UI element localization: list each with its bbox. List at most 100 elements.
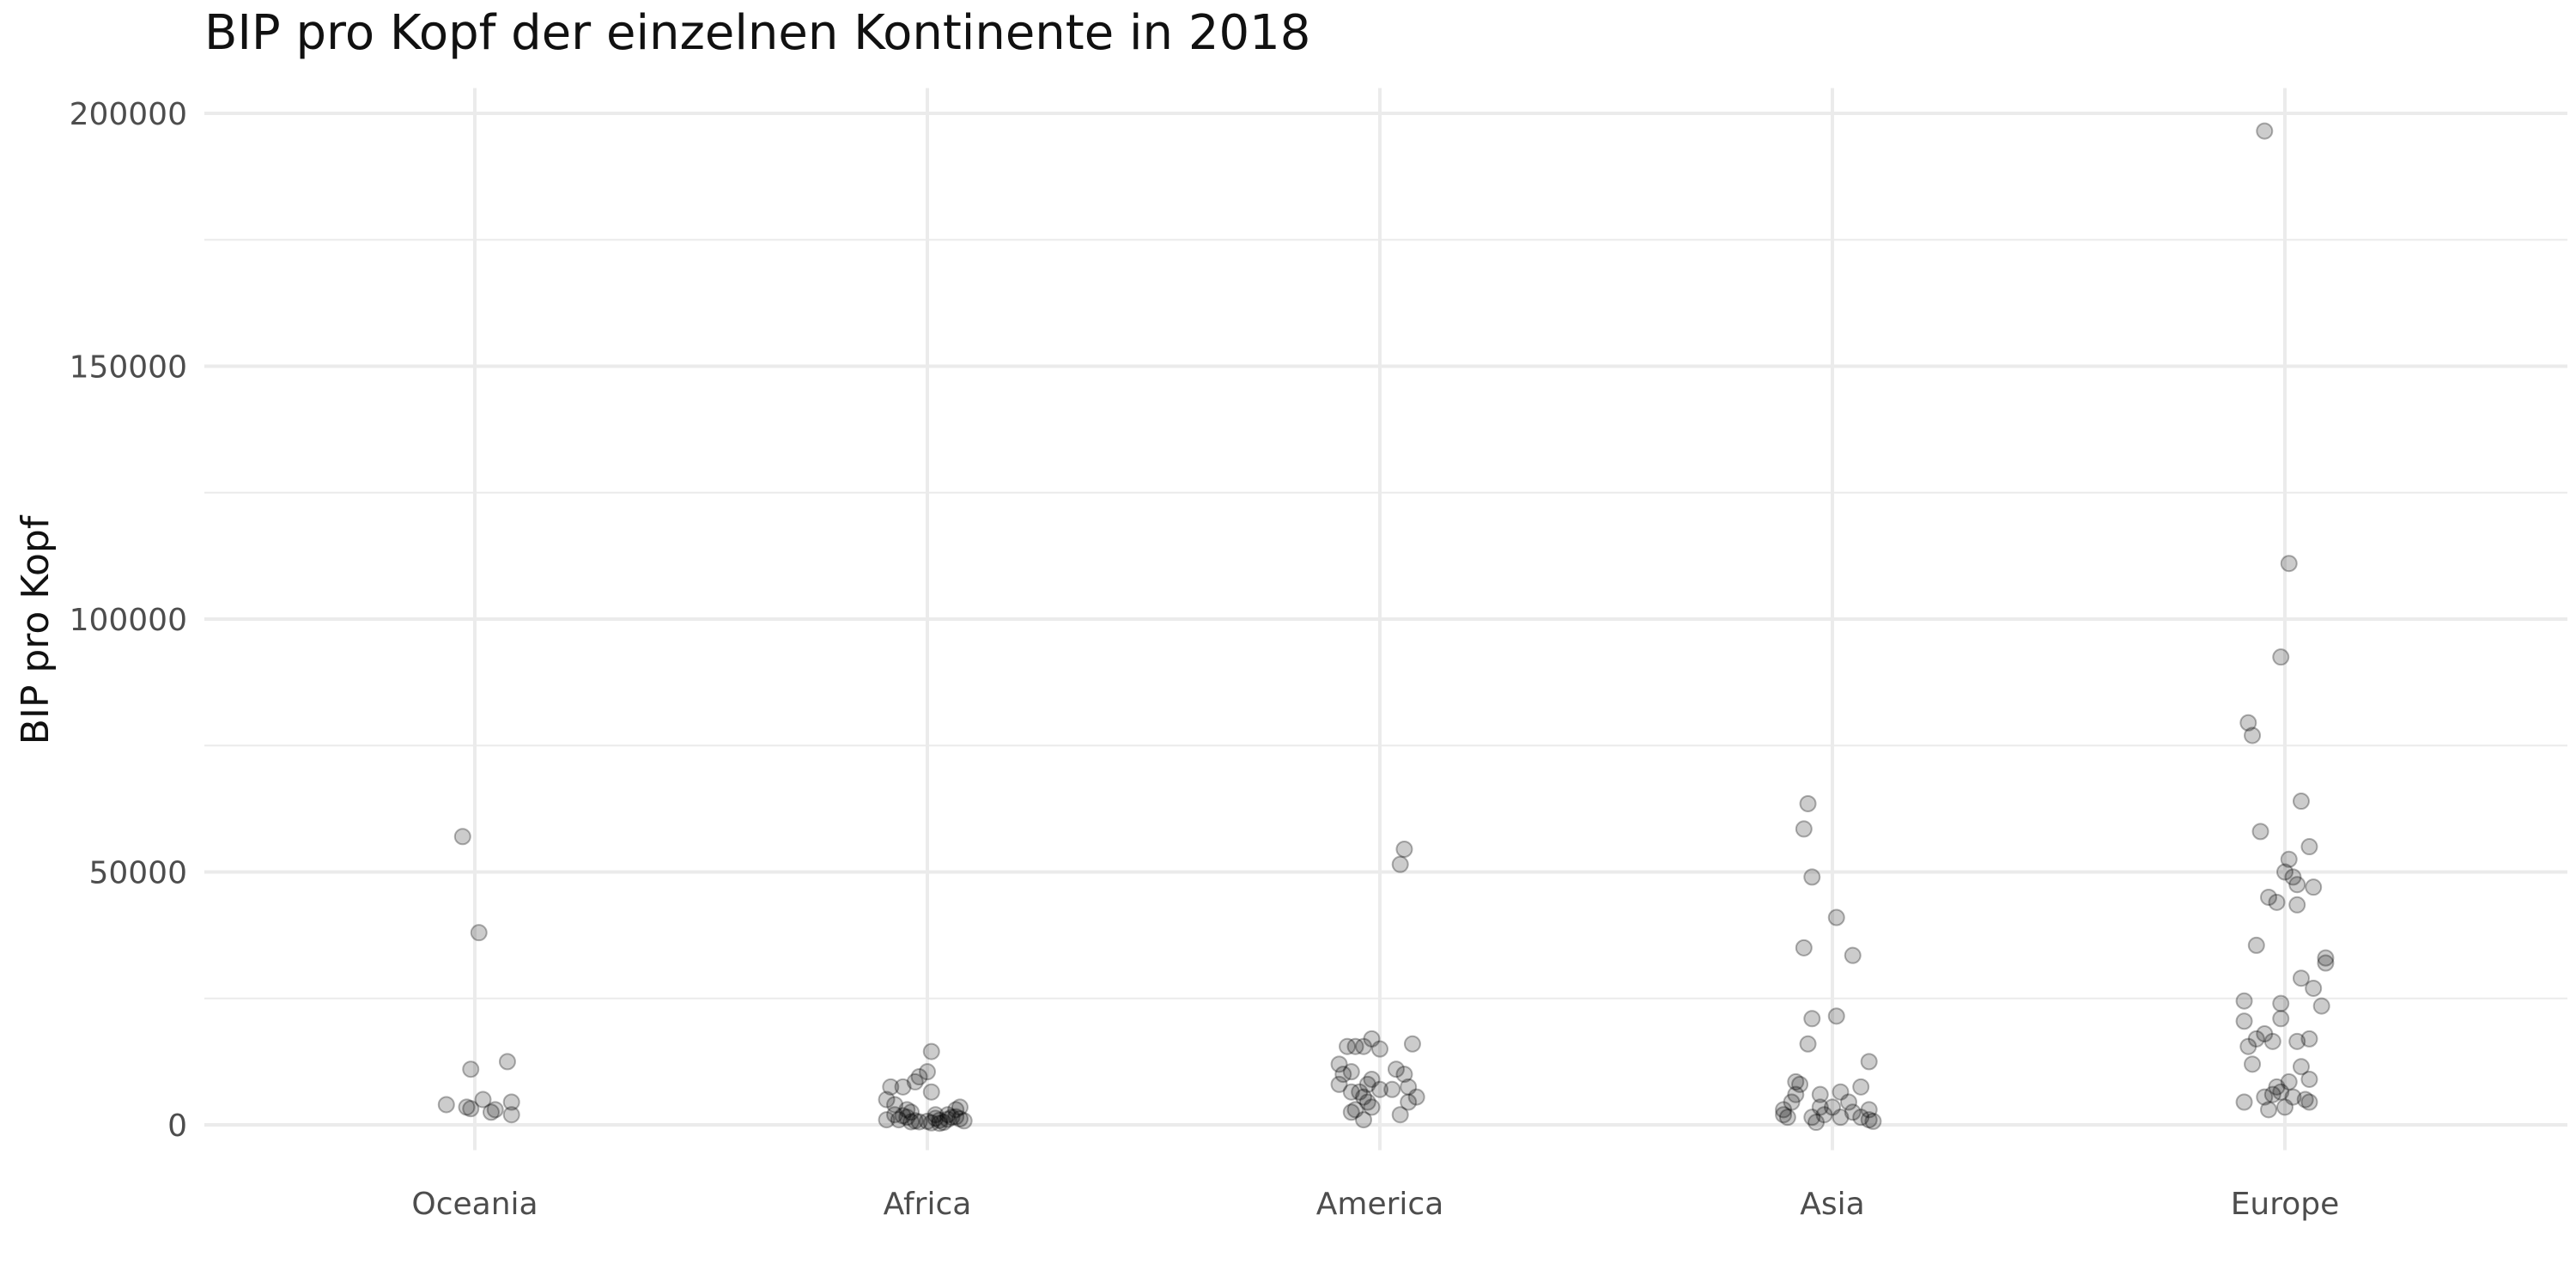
data-point-europe (2272, 648, 2290, 666)
data-point-america (1346, 1101, 1364, 1119)
data-point-america (1400, 1093, 1418, 1111)
data-point-america (1391, 855, 1409, 873)
data-point-asia (1803, 868, 1821, 886)
data-point-africa (931, 1111, 949, 1129)
data-point-europe (2244, 726, 2262, 744)
data-point-europe (2235, 1012, 2253, 1030)
data-point-asia (1799, 794, 1817, 812)
data-point-europe (2272, 1083, 2290, 1101)
data-point-africa (898, 1109, 916, 1127)
data-point-africa (906, 1072, 924, 1091)
x-tick-label: Asia (1800, 1187, 1864, 1222)
data-point-europe (2317, 954, 2335, 972)
data-point-africa (882, 1078, 900, 1096)
data-point-europe (2247, 936, 2265, 954)
data-point-europe (2305, 979, 2323, 997)
data-point-asia (1839, 1093, 1857, 1111)
data-point-asia (1815, 1106, 1833, 1124)
data-point-america (1342, 1083, 1360, 1101)
data-point-america (1371, 1040, 1388, 1058)
data-point-america (1330, 1075, 1348, 1093)
data-point-africa (906, 1112, 924, 1130)
data-point-oceania (437, 1096, 455, 1114)
data-point-asia (1795, 939, 1813, 957)
data-point-africa (934, 1114, 952, 1132)
data-point-africa (951, 1098, 969, 1116)
data-point-africa (910, 1068, 928, 1086)
data-point-africa (886, 1096, 904, 1114)
y-tick-label: 200000 (70, 97, 187, 132)
data-point-africa (927, 1106, 945, 1124)
data-point-europe (2263, 1032, 2281, 1050)
data-point-africa (947, 1108, 965, 1126)
data-point-africa (898, 1101, 916, 1119)
y-axis-title: BIP pro Kopf (14, 514, 58, 744)
data-point-europe (2292, 969, 2310, 987)
data-point-asia (1852, 1078, 1870, 1096)
data-point-america (1358, 1075, 1376, 1093)
data-point-europe (2247, 1030, 2265, 1048)
data-point-asia (1832, 1109, 1850, 1127)
data-point-europe (2300, 1070, 2318, 1088)
x-tick-label: Africa (884, 1187, 972, 1222)
data-point-europe (2305, 878, 2323, 896)
data-point-asia (1783, 1093, 1801, 1111)
data-point-europe (2300, 838, 2318, 856)
data-point-europe (2263, 1085, 2281, 1103)
data-point-oceania (458, 1098, 476, 1116)
data-point-america (1371, 1080, 1388, 1098)
y-tick-label: 150000 (70, 350, 187, 386)
y-tick-label: 100000 (70, 603, 187, 638)
data-point-africa (947, 1101, 965, 1119)
data-point-america (1387, 1060, 1405, 1078)
data-point-america (1342, 1063, 1360, 1081)
data-point-oceania (462, 1100, 480, 1118)
data-point-oceania (453, 828, 471, 846)
data-point-africa (939, 1106, 957, 1124)
data-point-america (1355, 1037, 1373, 1055)
x-tick-label: Europe (2231, 1187, 2340, 1222)
data-point-asia (1860, 1101, 1878, 1119)
data-point-europe (2288, 1032, 2306, 1050)
data-point-europe (2296, 1091, 2314, 1109)
data-point-africa (919, 1112, 936, 1130)
data-point-europe (2276, 863, 2293, 881)
data-point-europe (2235, 992, 2253, 1010)
data-point-asia (1827, 1007, 1845, 1025)
data-point-europe (2268, 1078, 2286, 1096)
data-point-asia (1832, 1083, 1850, 1101)
data-points (437, 122, 2335, 1133)
data-point-africa (939, 1110, 957, 1128)
data-point-america (1407, 1088, 1425, 1106)
data-point-oceania (502, 1106, 520, 1124)
data-point-asia (1860, 1111, 1878, 1129)
data-point-africa (919, 1063, 936, 1081)
data-point-europe (2292, 793, 2310, 811)
data-point-asia (1844, 1103, 1862, 1121)
data-point-america (1403, 1035, 1421, 1053)
data-point-europe (2256, 1024, 2274, 1042)
data-point-europe (2272, 1010, 2290, 1028)
data-point-europe (2300, 1093, 2318, 1111)
data-point-europe (2251, 823, 2269, 841)
data-point-africa (878, 1111, 896, 1129)
data-point-europe (2256, 1088, 2274, 1106)
data-point-oceania (498, 1053, 516, 1071)
data-point-asia (1787, 1072, 1805, 1091)
data-point-america (1334, 1066, 1352, 1084)
data-point-america (1346, 1037, 1364, 1055)
data-point-africa (878, 1091, 896, 1109)
x-axis-ticks: Oceania Africa America Asia Europe (411, 1187, 2339, 1222)
data-point-africa (894, 1107, 912, 1125)
data-point-africa (890, 1111, 908, 1129)
data-point-europe (2239, 714, 2257, 732)
data-point-america (1358, 1093, 1376, 1111)
data-point-asia (1803, 1010, 1821, 1028)
data-point-europe (2284, 1088, 2302, 1106)
x-tick-label: Oceania (411, 1187, 538, 1222)
data-point-oceania (474, 1091, 492, 1109)
data-point-europe (2280, 1072, 2298, 1091)
data-point-europe (2239, 1037, 2257, 1055)
data-point-asia (1827, 908, 1845, 927)
data-point-africa (902, 1113, 920, 1131)
